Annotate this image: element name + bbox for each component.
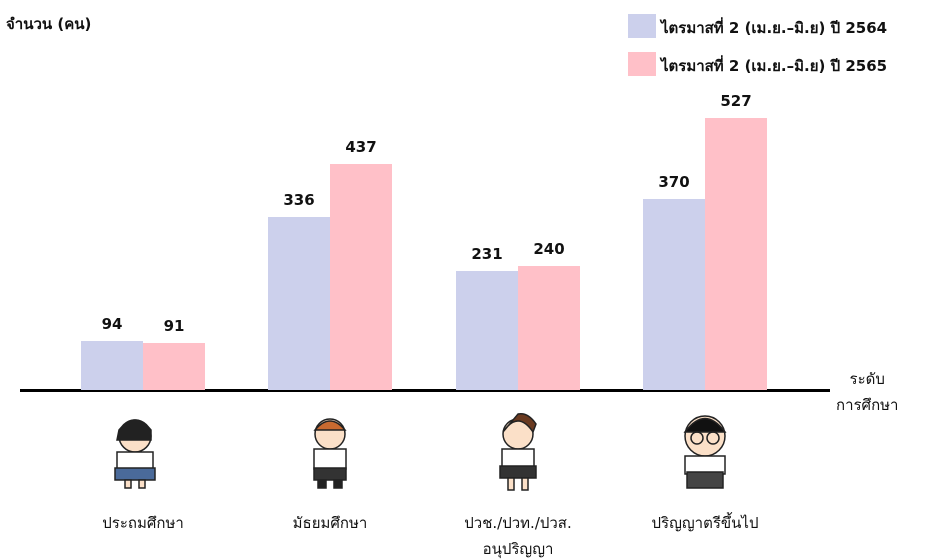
y-axis-title: จำนวน (คน) — [6, 15, 92, 33]
bar — [330, 164, 392, 390]
x-tick-label: ปวช./ปวท./ปวส. อนุปริญญา — [464, 514, 572, 558]
baseline — [20, 389, 830, 392]
legend-label: ไตรมาสที่ 2 (เม.ย.–มิ.ย) ปี 2564 — [661, 19, 888, 37]
bar — [81, 341, 143, 390]
bar — [705, 118, 767, 390]
bar — [643, 199, 705, 390]
data-label: 370 — [658, 173, 690, 192]
x-tick-label: ปริญญาตรีขึ้นไป — [651, 514, 759, 532]
data-label: 336 — [283, 190, 315, 209]
bar — [518, 266, 580, 390]
data-label: 240 — [533, 240, 565, 259]
data-label: 527 — [720, 92, 752, 110]
bar — [143, 343, 205, 390]
data-label: 231 — [471, 244, 503, 263]
x-tick-label: ประถมศึกษา — [102, 514, 184, 532]
bar — [456, 270, 518, 390]
legend-swatch — [628, 52, 656, 76]
data-label: 91 — [163, 317, 185, 336]
figure-student — [114, 412, 727, 491]
legend-swatch — [628, 14, 656, 38]
bar — [268, 216, 330, 390]
data-label: 94 — [101, 315, 123, 334]
data-label: 437 — [345, 138, 377, 157]
x-tick-label: มัธยมศึกษา — [292, 514, 368, 532]
legend-label: ไตรมาสที่ 2 (เม.ย.–มิ.ย) ปี 2565 — [661, 57, 888, 75]
x-axis-title: ระดับ การศึกษา — [836, 370, 899, 414]
